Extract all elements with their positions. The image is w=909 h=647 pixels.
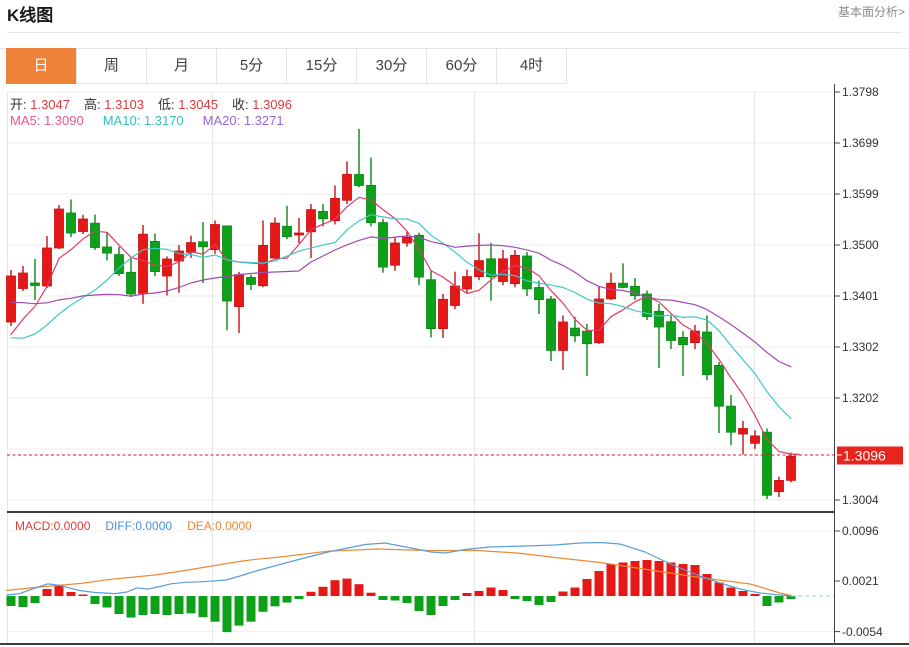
svg-text:1.3699: 1.3699 bbox=[842, 136, 879, 150]
svg-text:0.0021: 0.0021 bbox=[842, 574, 879, 588]
svg-text:1.3798: 1.3798 bbox=[842, 85, 879, 99]
svg-text:1.3202: 1.3202 bbox=[842, 391, 879, 405]
svg-text:1.3401: 1.3401 bbox=[842, 289, 879, 303]
svg-text:0.0096: 0.0096 bbox=[842, 524, 879, 538]
svg-text:1.3500: 1.3500 bbox=[842, 238, 879, 252]
svg-text:1.3096: 1.3096 bbox=[843, 448, 886, 464]
svg-text:1.3004: 1.3004 bbox=[842, 493, 879, 507]
svg-text:-0.0054: -0.0054 bbox=[842, 625, 883, 639]
svg-text:1.3599: 1.3599 bbox=[842, 187, 879, 201]
svg-text:1.3302: 1.3302 bbox=[842, 340, 879, 354]
